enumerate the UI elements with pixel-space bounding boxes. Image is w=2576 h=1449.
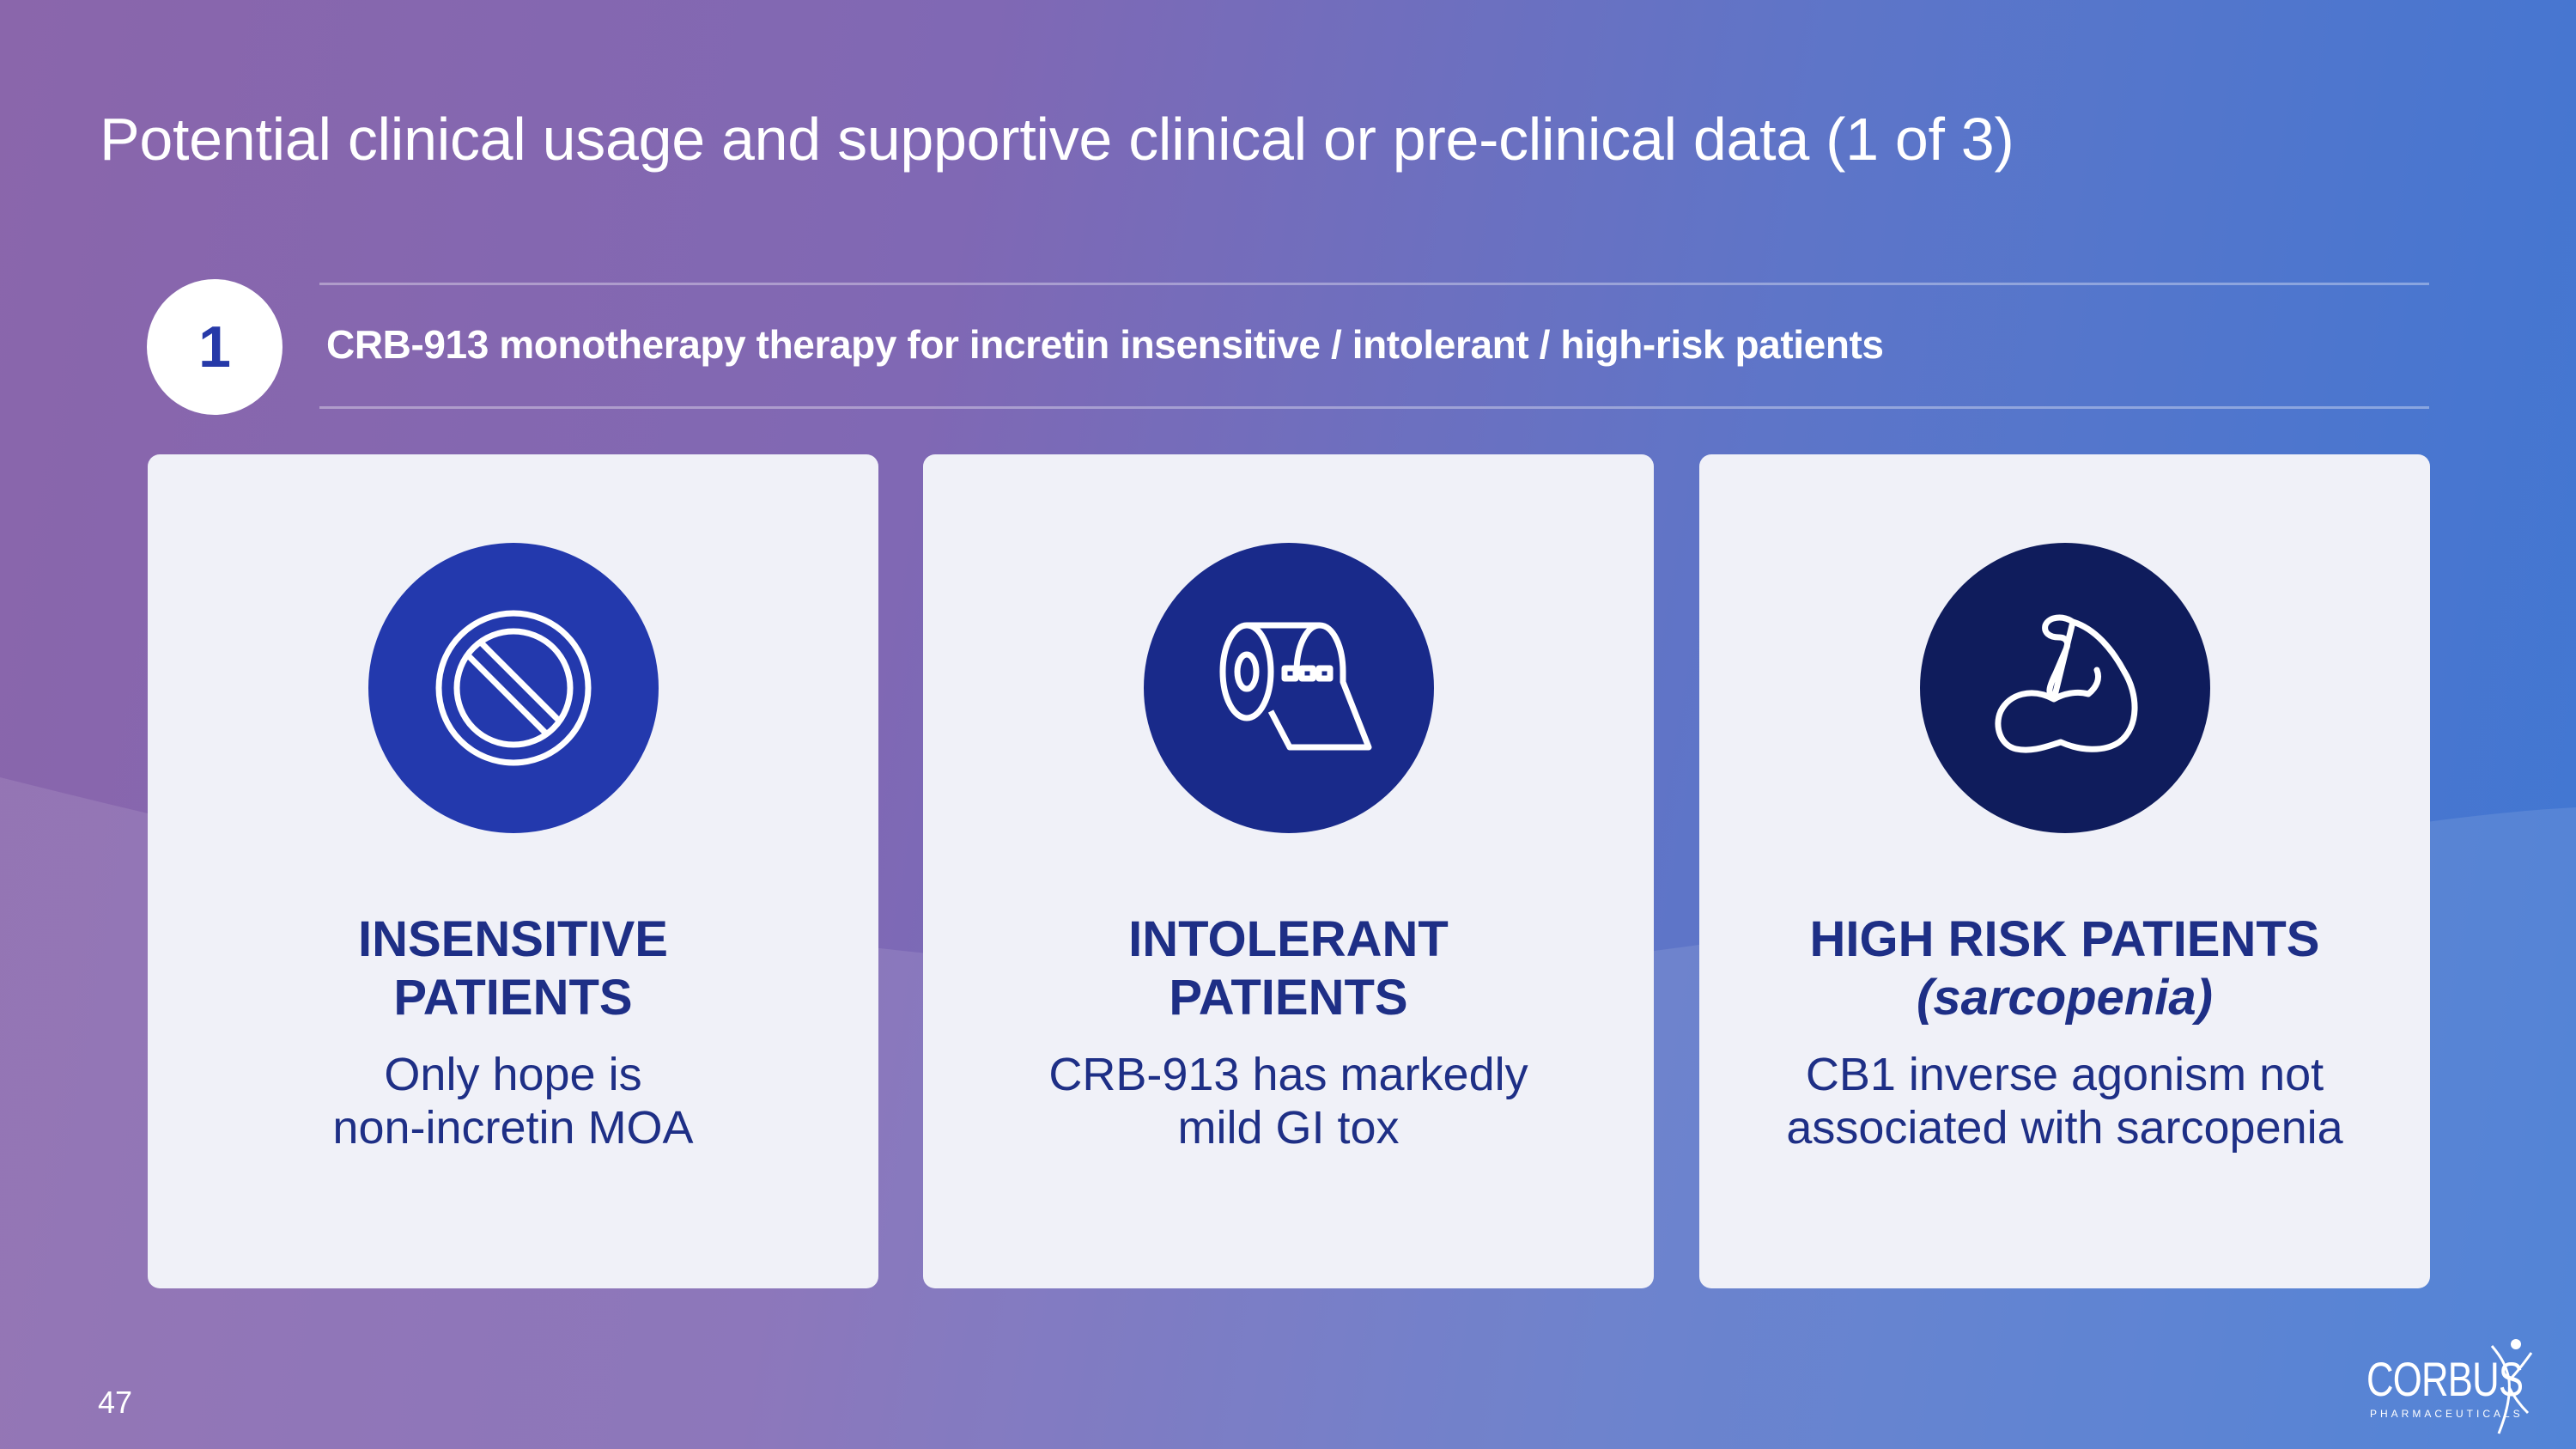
card-high-risk-patients: HIGH RISK PATIENTS (sarcopenia) CB1 inve… — [1699, 454, 2430, 1288]
flexed-bicep-icon — [1920, 543, 2210, 833]
section-subtitle: CRB-913 monotherapy therapy for incretin… — [326, 322, 1884, 367]
page-number: 47 — [98, 1385, 133, 1420]
card-body: CRB-913 has markedly mild GI tox — [1048, 1049, 1528, 1154]
prohibited-icon — [368, 543, 659, 833]
card-heading: HIGH RISK PATIENTS (sarcopenia) — [1809, 911, 2320, 1026]
card-body: Only hope is non-incretin MOA — [332, 1049, 694, 1154]
corbus-logo: CORBUS PHARMACEUTICALS — [2361, 1336, 2542, 1439]
card-insensitive-patients: INSENSITIVE PATIENTS Only hope is non-in… — [148, 454, 878, 1288]
top-divider — [319, 283, 2429, 285]
card-intolerant-patients: INTOLERANT PATIENTS CRB-913 has markedly… — [923, 454, 1654, 1288]
logo-figure-icon — [2490, 1339, 2533, 1434]
card-heading: INTOLERANT PATIENTS — [1128, 911, 1449, 1026]
bottom-divider — [319, 406, 2429, 409]
step-number-badge: 1 — [147, 279, 283, 415]
page-title: Potential clinical usage and supportive … — [100, 106, 2014, 173]
card-body: CB1 inverse agonism not associated with … — [1786, 1049, 2343, 1154]
logo-tagline: PHARMACEUTICALS — [2370, 1408, 2524, 1420]
card-heading: INSENSITIVE PATIENTS — [358, 911, 668, 1026]
logo-wordmark: CORBUS — [2366, 1352, 2524, 1406]
toilet-paper-icon — [1144, 543, 1434, 833]
